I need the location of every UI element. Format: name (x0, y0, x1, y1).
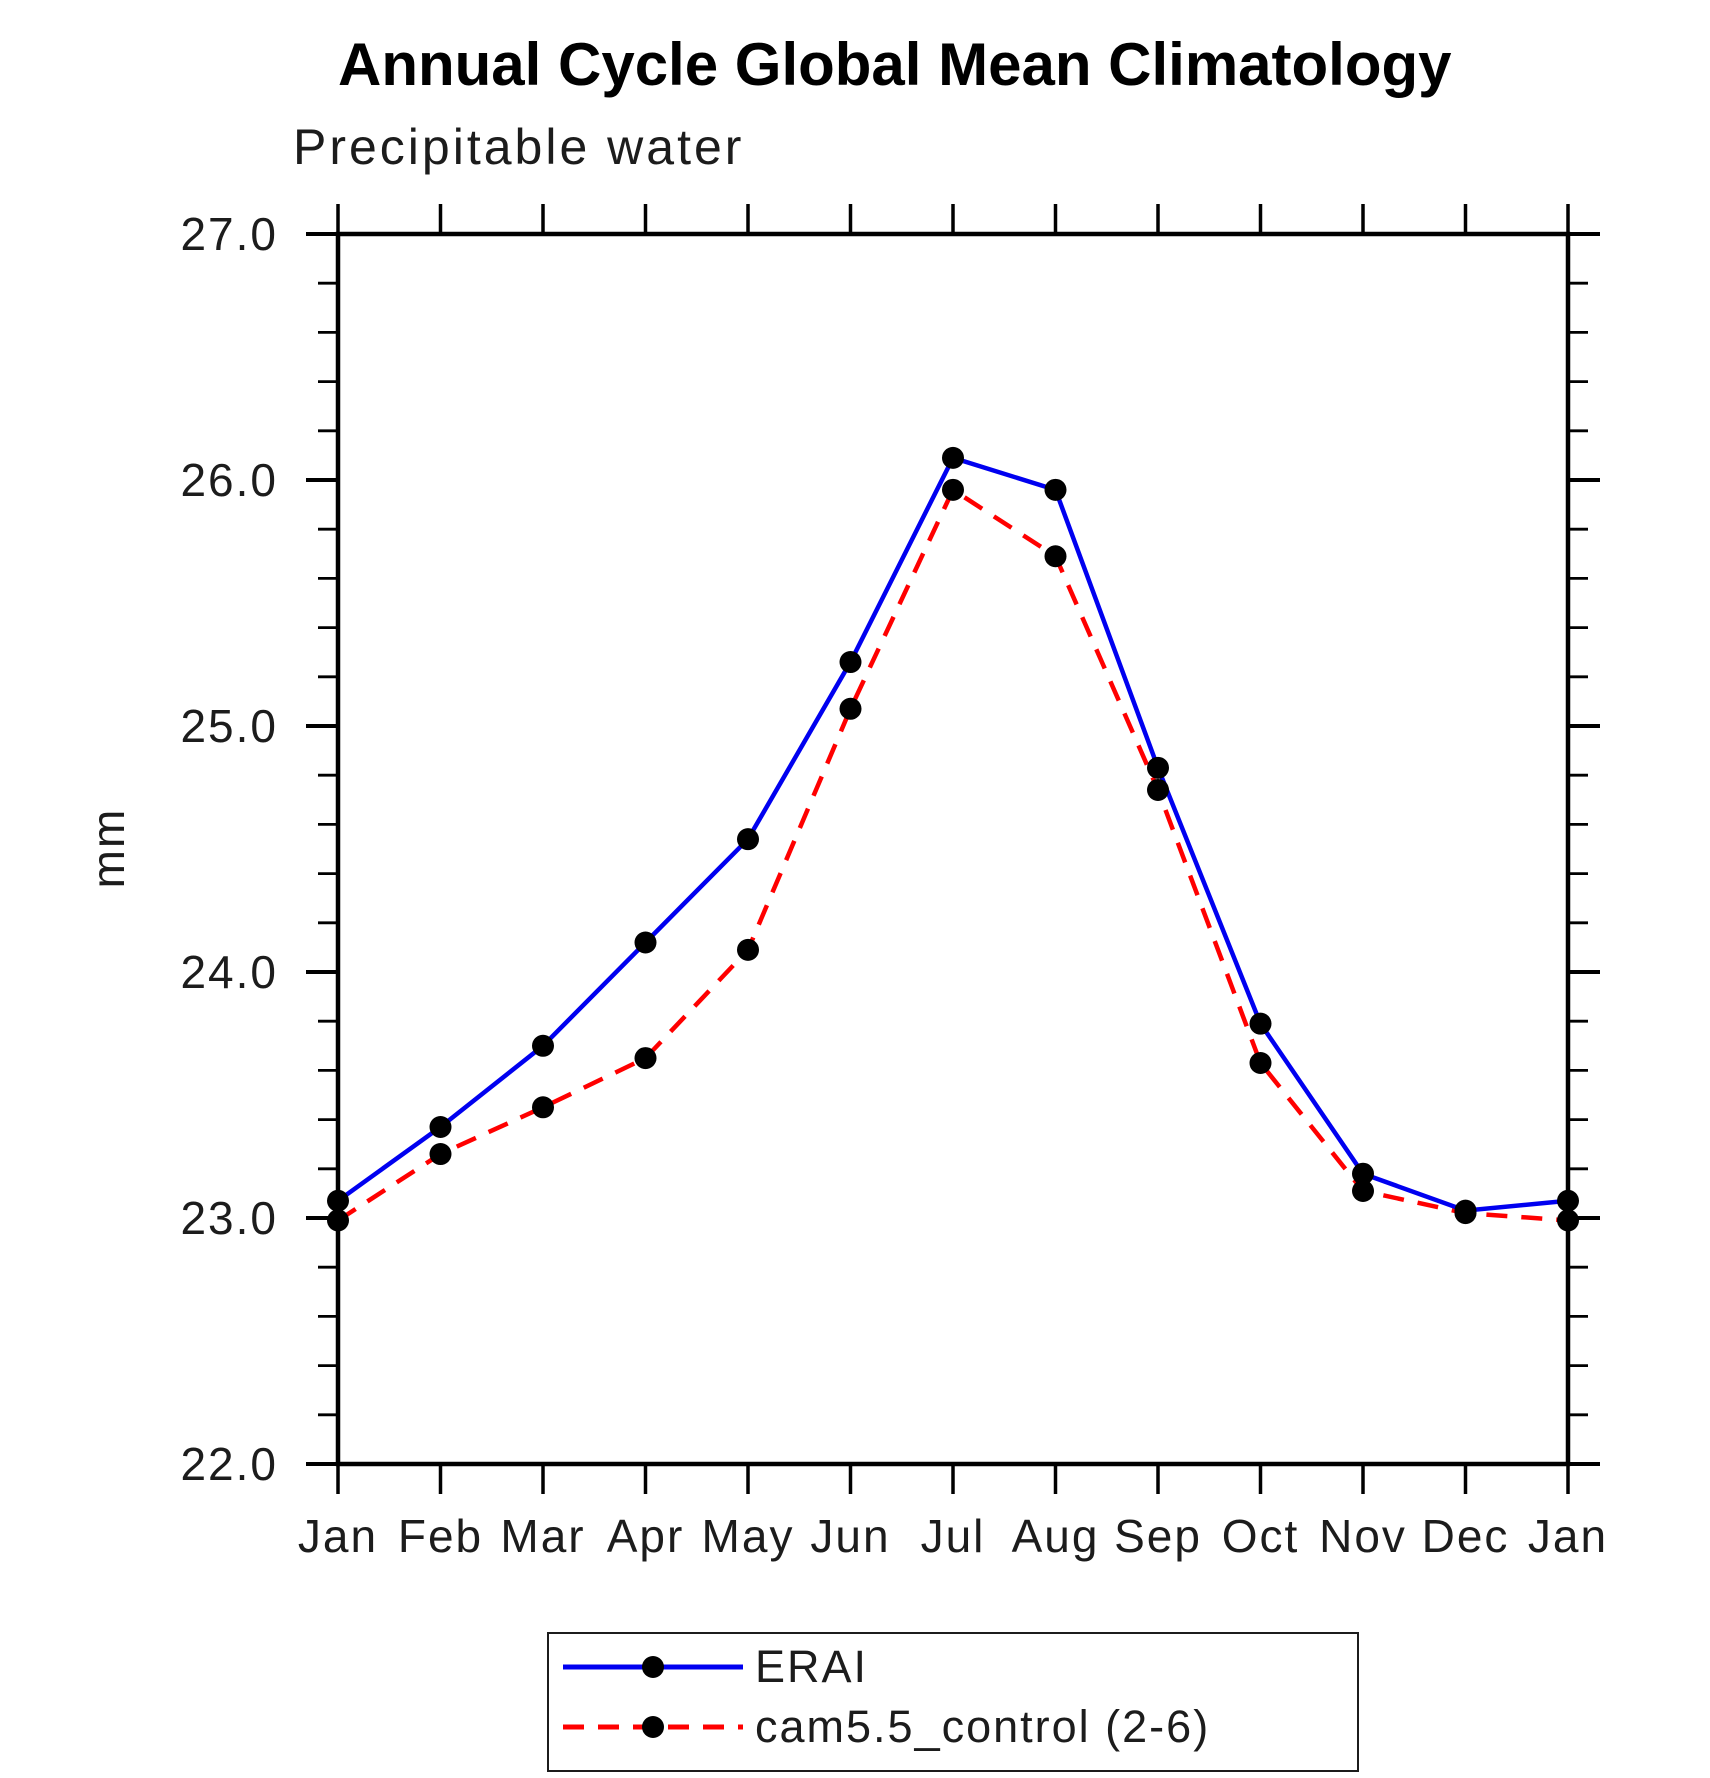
series-line-erai (336, 455, 1569, 1213)
data-point-marker (327, 1189, 349, 1212)
y-tick-label: 24.0 (180, 946, 278, 998)
data-point-marker (1352, 1162, 1374, 1185)
series-line-cam55-control (336, 486, 1569, 1223)
x-tick-label: Nov (1319, 1510, 1407, 1562)
data-point-marker (532, 1096, 554, 1119)
x-tick-label: Sep (1114, 1510, 1202, 1562)
data-point-marker (942, 446, 964, 469)
y-tick-label: 25.0 (180, 700, 278, 752)
x-tick-label: Aug (1012, 1510, 1100, 1562)
data-point-marker (532, 1034, 554, 1057)
data-point-marker (429, 1143, 452, 1166)
x-tick-label: Jul (921, 1510, 986, 1562)
x-tick-label: Apr (607, 1510, 685, 1562)
data-point-marker (1249, 1052, 1272, 1075)
chart-title: Annual Cycle Global Mean Climatology (338, 31, 1452, 98)
y-tick-label: 27.0 (180, 208, 278, 260)
x-tick-label: Jan (298, 1510, 378, 1562)
legend-label-cam55-control: cam5.5_control (2-6) (755, 1701, 1211, 1752)
data-point-marker (634, 931, 657, 954)
data-point-marker (1044, 478, 1067, 501)
data-point-marker (1147, 778, 1169, 801)
data-point-marker (1557, 1209, 1579, 1232)
legend-swatch-cam55-line (563, 1716, 743, 1738)
y-tick-label: 22.0 (180, 1438, 278, 1490)
x-tick-label: Dec (1422, 1510, 1510, 1562)
y-tick-label: 23.0 (180, 1192, 278, 1244)
y-tick-label: 26.0 (180, 454, 278, 506)
x-tick-label: May (702, 1510, 795, 1562)
chart-subtitle: Precipitable water (293, 119, 745, 175)
data-point-marker (1557, 1189, 1579, 1212)
legend-marker-icon (642, 1716, 664, 1738)
data-point-marker (839, 651, 862, 674)
x-tick-label: Jun (810, 1510, 890, 1562)
data-point-marker (1352, 1179, 1374, 1202)
x-tick-label: Oct (1222, 1510, 1300, 1562)
legend: ERAI cam5.5_control (2-6) (547, 1632, 1359, 1772)
x-tick-label: Mar (500, 1510, 585, 1562)
data-point-marker (737, 938, 759, 961)
data-point-marker (1147, 756, 1169, 779)
data-point-marker (429, 1115, 452, 1138)
data-point-marker (327, 1209, 349, 1232)
data-point-marker (839, 697, 862, 720)
x-tick-label: Feb (398, 1510, 483, 1562)
legend-item-cam55-control: cam5.5_control (2-6) (555, 1698, 1357, 1756)
legend-item-erai: ERAI (555, 1638, 1357, 1696)
legend-marker-icon (642, 1656, 664, 1678)
data-point-marker (634, 1047, 657, 1070)
data-point-marker (1454, 1202, 1477, 1225)
x-tick-label: Jan (1528, 1510, 1608, 1562)
data-point-marker (1044, 545, 1067, 568)
legend-label-erai: ERAI (755, 1641, 869, 1692)
data-point-marker (942, 478, 964, 501)
legend-swatch-erai-line (563, 1656, 743, 1678)
data-point-marker (1249, 1012, 1272, 1035)
data-point-marker (737, 828, 759, 851)
plot-frame (335, 231, 1571, 1467)
